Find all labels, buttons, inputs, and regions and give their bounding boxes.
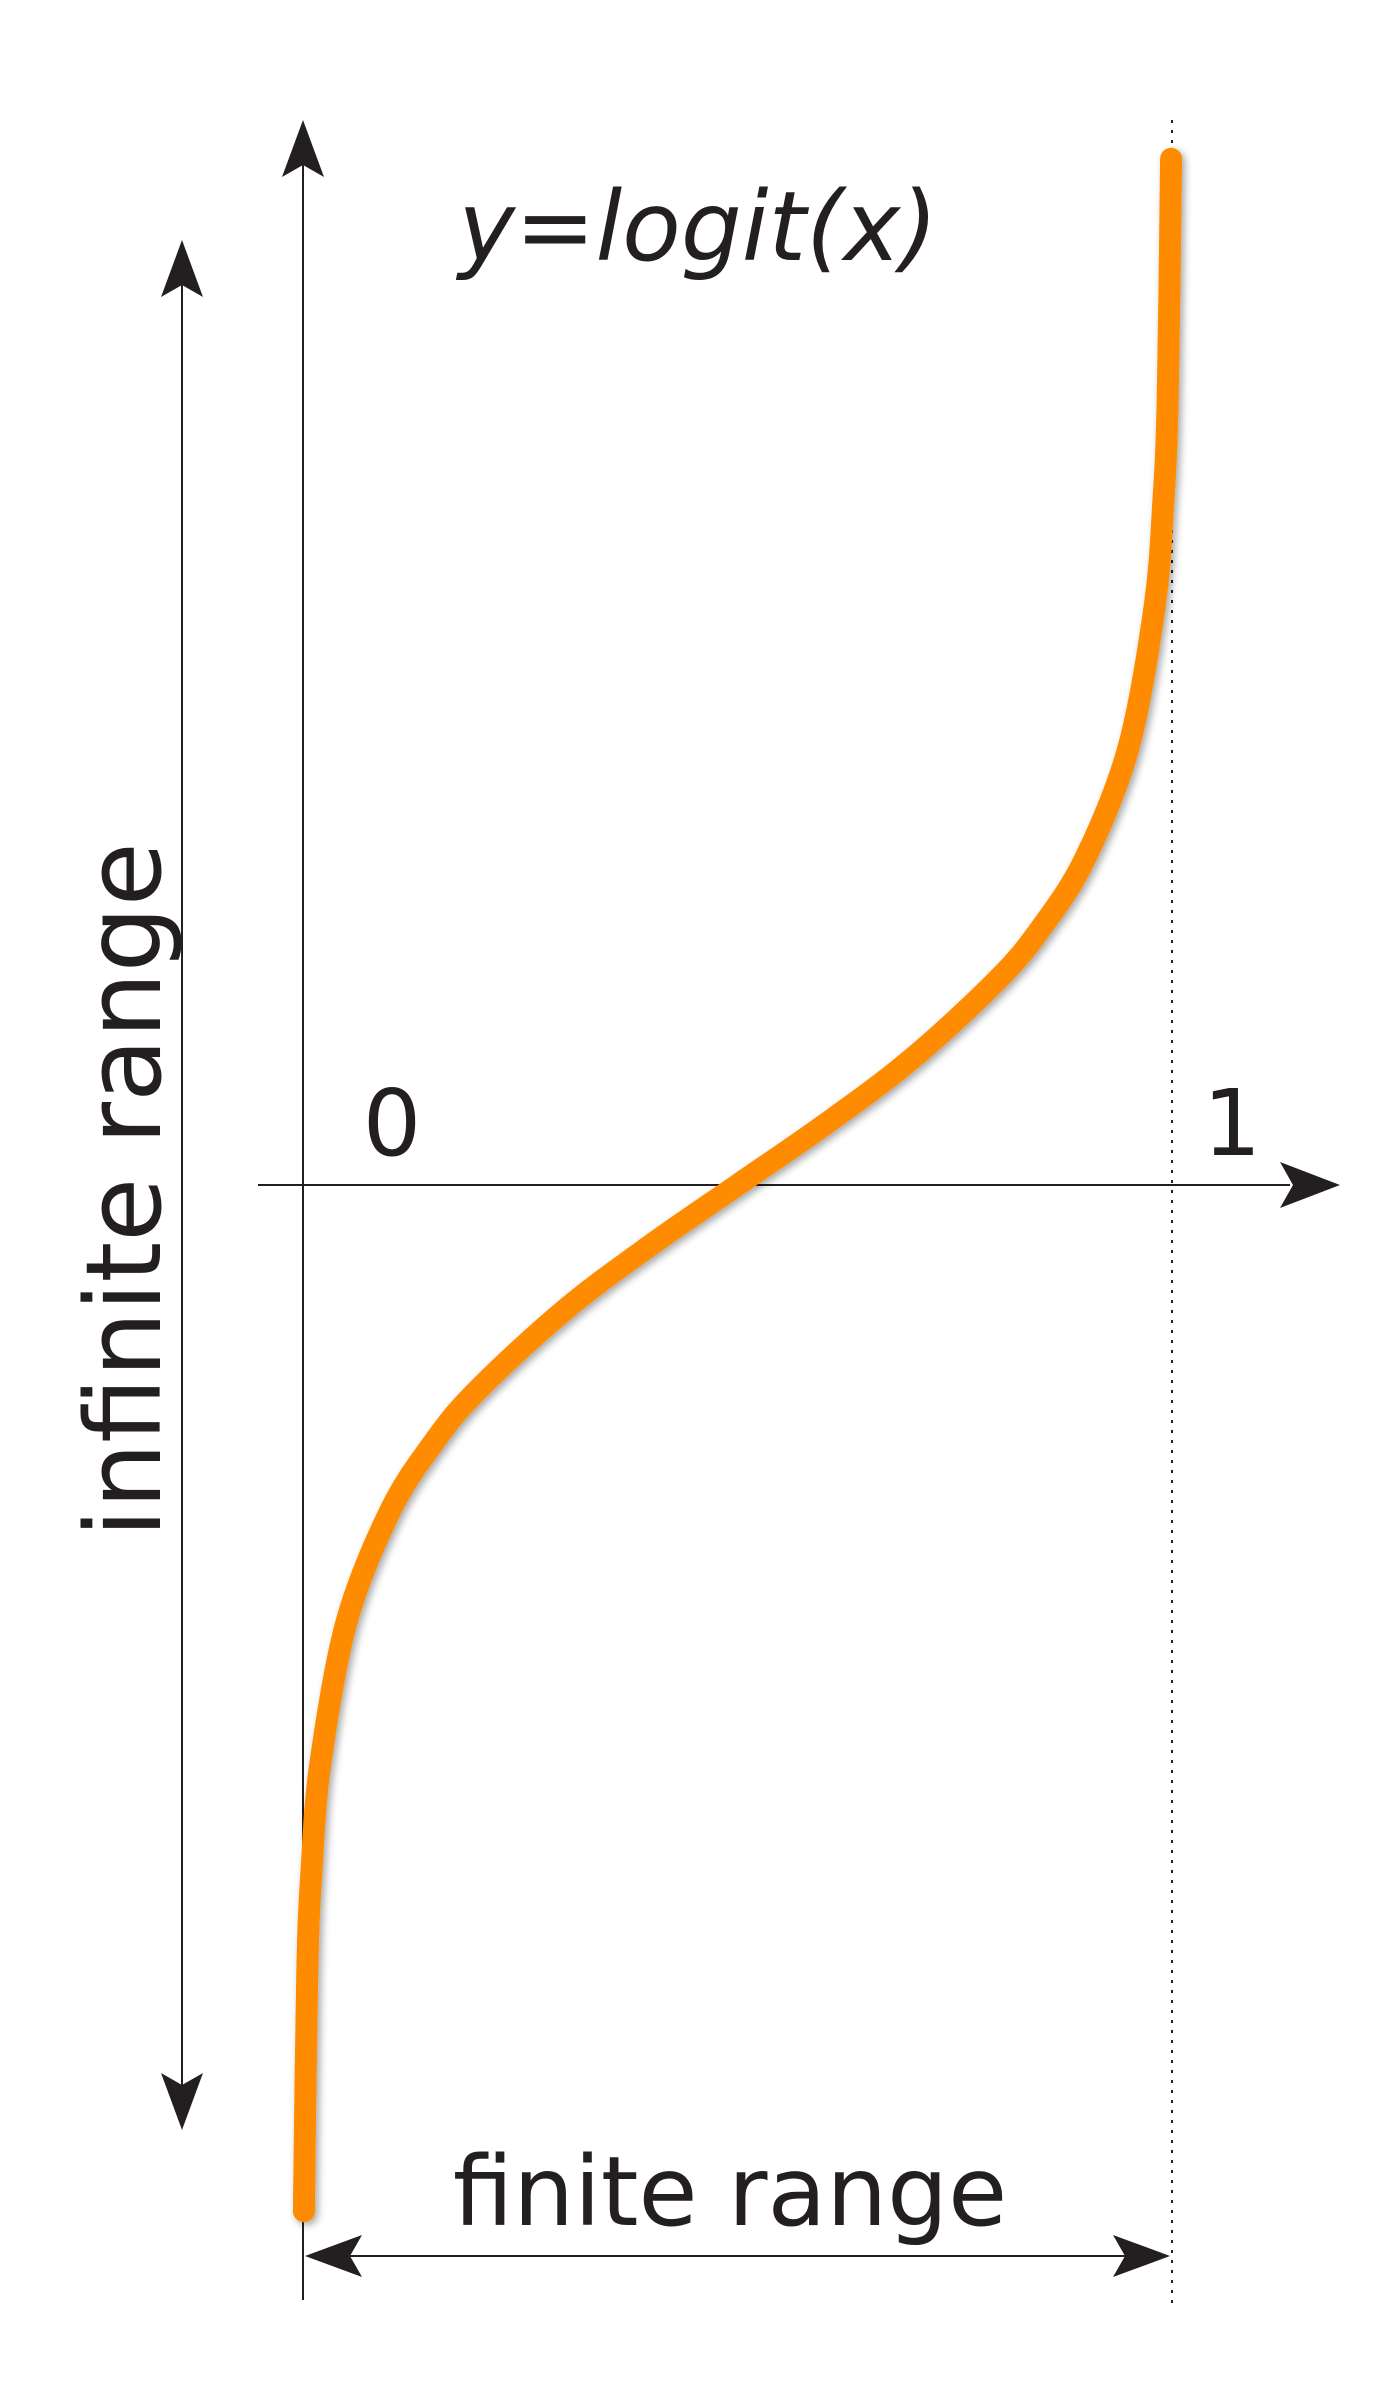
- x-tick-label-1: 1: [1203, 1070, 1262, 1177]
- finite-range-arrowhead-right: [1113, 2235, 1170, 2277]
- finite-range-label: finite range: [453, 2136, 1007, 2248]
- logit-curve: [292, 147, 1183, 2223]
- finite-range-arrowhead-left: [305, 2235, 362, 2277]
- infinite-range-arrowhead-bottom: [161, 2073, 203, 2130]
- infinite-range-label: infinite range: [63, 842, 185, 1537]
- x-tick-label-0: 0: [363, 1070, 422, 1177]
- infinite-range-arrowhead-top: [161, 240, 203, 297]
- x-axis-arrowhead: [1280, 1162, 1340, 1208]
- chart-title: y=logit(x): [455, 171, 938, 283]
- y-axis-arrowhead: [282, 120, 324, 177]
